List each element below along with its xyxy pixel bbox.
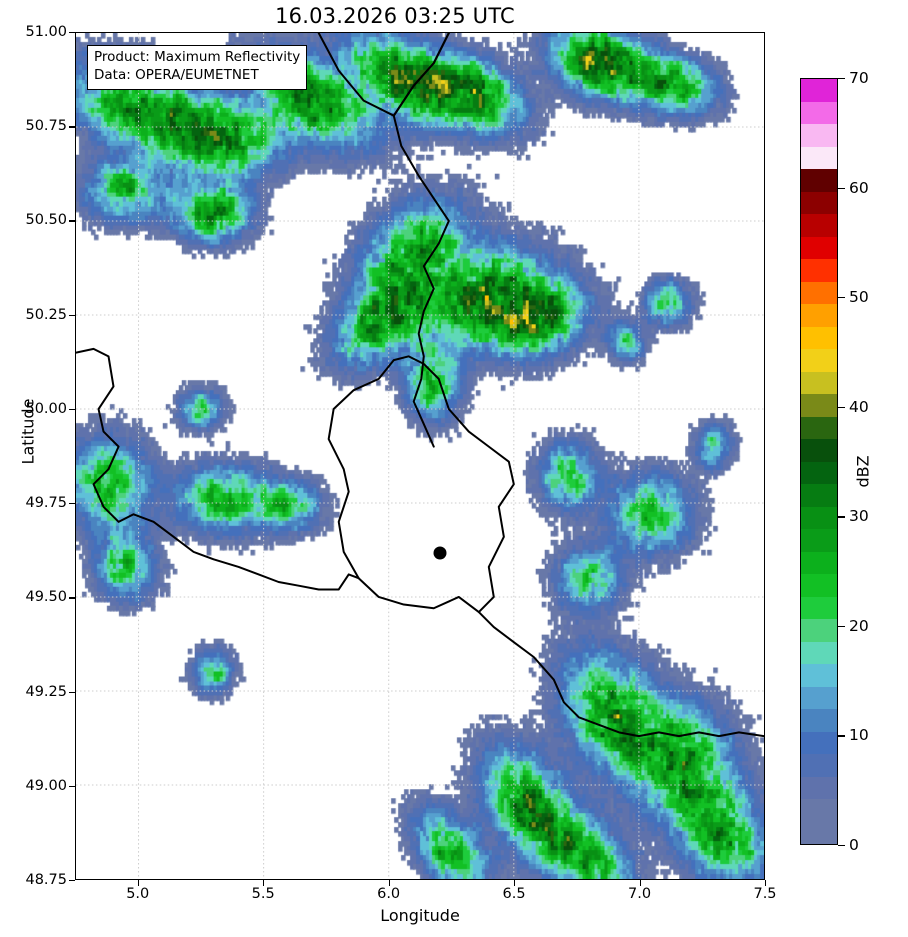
colorbar-band	[801, 596, 837, 619]
colorbar-title: dBZ	[853, 455, 873, 488]
y-axis-tick-label: 48.75	[25, 872, 67, 888]
colorbar-band	[801, 394, 837, 417]
x-axis-tick-label: 5.5	[251, 886, 275, 902]
colorbar-tick-label: 0	[849, 836, 859, 854]
colorbar-band	[801, 169, 837, 192]
colorbar-band	[801, 821, 837, 844]
station-marker[interactable]	[433, 546, 447, 560]
colorbar-band	[801, 574, 837, 597]
y-axis-tick-label: 49.50	[25, 589, 67, 606]
colorbar-tick-label: 70	[849, 69, 869, 87]
x-axis-tick-mark	[388, 880, 390, 886]
country-borders	[76, 33, 764, 738]
colorbar-band	[801, 146, 837, 169]
colorbar-band	[801, 304, 837, 327]
colorbar-band	[801, 439, 837, 462]
radar-reflectivity-field	[76, 33, 764, 879]
y-axis-tick-label: 49.75	[25, 495, 67, 512]
y-axis-tick-label: 49.25	[25, 683, 67, 700]
y-axis-tick-label: 50.50	[25, 212, 67, 229]
figure-title: 16.03.2026 03:25 UTC	[275, 4, 515, 28]
colorbar-band	[801, 754, 837, 777]
colorbar-band	[801, 799, 837, 822]
y-axis-tick-mark	[69, 880, 75, 882]
x-axis-tick-label: 5.0	[126, 886, 150, 902]
colorbar-band	[801, 484, 837, 507]
y-axis-tick-labels: 48.75 49.00 49.25 49.50 49.75 50.00 50.25 50.50…	[0, 0, 67, 937]
colorbar-band	[801, 461, 837, 484]
x-axis-tick-mark	[639, 880, 641, 886]
colorbar-tick-label: 10	[849, 726, 869, 745]
y-axis-tick-mark	[69, 503, 75, 505]
colorbar-tick-label: 60	[849, 178, 869, 197]
x-axis-tick-label: 6.5	[502, 886, 526, 902]
colorbar-tick-mark	[838, 78, 845, 80]
plot-area[interactable]: Product: Maximum Reflectivity Data: OPER…	[75, 32, 765, 880]
colorbar-band	[801, 529, 837, 552]
y-axis-tick-label: 50.75	[25, 118, 67, 135]
colorbar-band	[801, 506, 837, 529]
colorbar-tick-label: 40	[849, 397, 869, 416]
annotation-line-product: Product: Maximum Reflectivity	[94, 49, 301, 65]
y-axis-tick-mark	[69, 32, 75, 34]
colorbar-band	[801, 101, 837, 124]
x-axis-tick-mark	[514, 880, 516, 886]
colorbar-band	[801, 709, 837, 732]
x-axis-tick-mark	[137, 880, 140, 886]
y-axis-tick-mark	[69, 597, 75, 599]
colorbar-tick-label: 50	[849, 288, 869, 307]
y-axis-tick-mark	[69, 408, 75, 411]
x-axis-tick-mark	[263, 880, 265, 886]
colorbar-tick-mark	[838, 735, 845, 737]
colorbar-band	[801, 619, 837, 642]
colorbar-tick-mark	[838, 406, 845, 408]
x-axis-title: Longitude	[380, 906, 460, 925]
colorbar-tick-mark	[838, 845, 845, 847]
colorbar-band	[801, 214, 837, 237]
colorbar-tick-mark	[838, 625, 845, 628]
colorbar-band	[801, 349, 837, 372]
colorbar-band	[801, 664, 837, 687]
y-axis-tick-mark	[69, 691, 75, 693]
y-axis-tick-mark	[69, 126, 75, 128]
y-axis-tick-label: 50.25	[25, 306, 67, 323]
annotation-line-data: Data: OPERA/EUMETNET	[94, 66, 259, 83]
colorbar-band	[801, 191, 837, 214]
colorbar-band	[801, 281, 837, 304]
x-axis-tick-label: 6.0	[377, 886, 401, 902]
colorbar-band	[801, 124, 837, 147]
y-axis-title: Latitude	[18, 398, 38, 465]
colorbar-tick-mark	[838, 187, 845, 189]
colorbar-band	[801, 371, 837, 394]
x-axis-tick-label: 7.0	[628, 886, 652, 902]
gridlines	[76, 33, 764, 879]
colorbar-tick-label: 20	[849, 616, 869, 635]
colorbar[interactable]	[800, 78, 838, 845]
colorbar-band	[801, 551, 837, 574]
y-axis-tick-mark	[69, 220, 75, 222]
y-axis-tick-label: 51.00	[25, 24, 67, 40]
y-axis-tick-mark	[69, 785, 75, 788]
colorbar-band	[801, 776, 837, 799]
colorbar-tick-label: 30	[849, 507, 869, 526]
colorbar-band	[801, 79, 837, 102]
product-info-box: Product: Maximum Reflectivity Data: OPER…	[87, 45, 308, 90]
x-axis-tick-label: 7.5	[753, 886, 777, 902]
colorbar-band	[801, 416, 837, 439]
y-axis-tick-mark	[69, 314, 75, 316]
colorbar-band	[801, 641, 837, 664]
colorbar-band	[801, 236, 837, 259]
y-axis-tick-label: 49.00	[25, 777, 67, 794]
colorbar-band	[801, 326, 837, 349]
colorbar-band	[801, 259, 837, 282]
y-axis-tick-label: 50.00	[25, 400, 67, 417]
colorbar-band	[801, 731, 837, 754]
colorbar-tick-mark	[838, 297, 845, 299]
colorbar-tick-mark	[838, 516, 845, 518]
colorbar-band	[801, 686, 837, 709]
x-axis-tick-mark	[765, 880, 767, 886]
